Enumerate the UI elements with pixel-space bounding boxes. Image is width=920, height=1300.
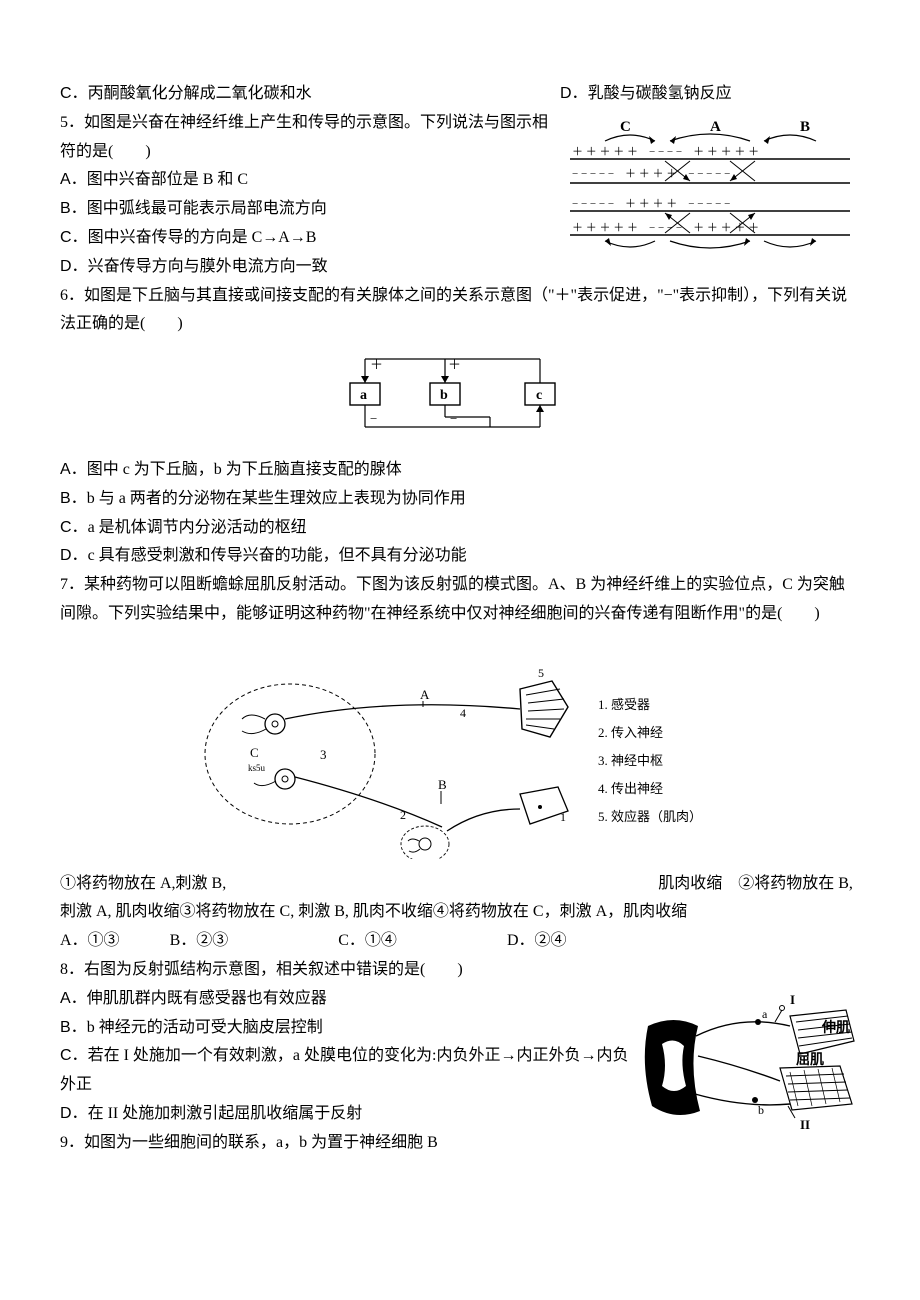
- opt-letter: C．: [60, 85, 88, 102]
- opt-text: b 神经元的活动可受大脑皮层控制: [87, 1019, 323, 1036]
- q5-diagram: C A B ＋ ＋ ＋ ＋ ＋ − − − − ＋ ＋ ＋ ＋ ＋ − − − …: [560, 115, 860, 266]
- opt-letter: C．: [60, 519, 88, 536]
- opt-letter: A．: [60, 171, 87, 188]
- opt-text: 图中弧线最可能表示局部电流方向: [87, 200, 327, 217]
- q9-stem: 9．如图为一些细胞间的联系，a，b 为置于神经细胞 B: [60, 1129, 634, 1158]
- label-I: I: [790, 992, 795, 1007]
- q7-statements: ①将药物放在 A,刺激 B, 肌肉收缩 ②将药物放在 B, 刺激 A, 肌肉收缩…: [60, 870, 860, 928]
- opt-text: 若在 I 处施加一个有效刺激，a 处膜电位的变化为:内负外正→内正外负→内负外正: [60, 1047, 628, 1093]
- q6-opt-b: B．b 与 a 两者的分泌物在某些生理效应上表现为协同作用: [60, 485, 860, 514]
- q8-opt-d: D．在 II 处施加刺激引起屈肌收缩属于反射: [60, 1100, 634, 1129]
- legend-1: 1. 感受器: [598, 697, 650, 712]
- q7-diagram: 3 C ks5u A 4 5 B 2 1 1. 感受器 2. 传入神经 3. 神…: [60, 659, 860, 870]
- q8-opt-c: C．若在 I 处施加一个有效刺激，a 处膜电位的变化为:内负外正→内正外负→内负…: [60, 1042, 634, 1100]
- q7-opt-d: D．②④: [507, 927, 567, 956]
- label-c: C: [250, 745, 259, 760]
- q4-opt-c: C．丙酮酸氧化分解成二氧化碳和水: [60, 80, 560, 109]
- opt-letter: D．: [60, 258, 88, 275]
- opt-letter: A．: [60, 461, 87, 478]
- reflex-arc-svg: 3 C ks5u A 4 5 B 2 1 1. 感受器 2. 传入神经 3. 神…: [180, 659, 740, 859]
- q6-opt-c: C．a 是机体调节内分泌活动的枢纽: [60, 514, 860, 543]
- ext-label: 伸肌: [821, 1019, 850, 1036]
- opt-letter: C．: [60, 1047, 88, 1064]
- opt-text: 图中兴奋传导的方向是 C→A→B: [88, 229, 317, 246]
- label-b: B: [438, 777, 447, 792]
- nerve-fiber-diagram-svg: C A B ＋ ＋ ＋ ＋ ＋ − − − − ＋ ＋ ＋ ＋ ＋ − − − …: [560, 115, 860, 255]
- label-a: A: [420, 687, 430, 702]
- opt-text: 丙酮酸氧化分解成二氧化碳和水: [88, 85, 312, 102]
- q8-opt-b: B．b 神经元的活动可受大脑皮层控制: [60, 1014, 634, 1043]
- opt-text: 兴奋传导方向与膜外电流方向一致: [88, 258, 328, 275]
- q5-opt-c: C．图中兴奋传导的方向是 C→A→B: [60, 224, 550, 253]
- flex-label: 屈肌: [796, 1052, 824, 1068]
- opt-text: 图中兴奋部位是 B 和 C: [87, 171, 248, 188]
- opt-text: c 具有感受刺激和传导兴奋的功能，但不具有分泌功能: [88, 547, 467, 564]
- legend-5: 5. 效应器（肌肉）: [598, 809, 702, 824]
- num-5: 5: [538, 666, 544, 680]
- label-a: a: [762, 1007, 768, 1021]
- minus-ac: −: [370, 411, 377, 426]
- opt-letter: B．: [60, 490, 87, 507]
- spinal-reflex-svg: a b I II 伸肌: [640, 986, 860, 1136]
- opt-letter: B．: [60, 200, 87, 217]
- q5-opt-b: B．图中弧线最可能表示局部电流方向: [60, 195, 550, 224]
- legend-4: 4. 传出神经: [598, 781, 663, 796]
- q5-stem: 5．如图是兴奋在神经纤维上产生和传导的示意图。下列说法与图示相符的是( ): [60, 109, 550, 167]
- q5-opt-a: A．图中兴奋部位是 B 和 C: [60, 166, 550, 195]
- num-4: 4: [460, 706, 466, 720]
- opt-text: 图中 c 为下丘脑，b 为下丘脑直接支配的腺体: [87, 461, 402, 478]
- q8-block: 8．右图为反射弧结构示意图，相关叙述中错误的是( ) A．伸肌肌群内既有感受器也…: [60, 956, 860, 1158]
- q4-opt-d: D．乳酸与碳酸氢钠反应: [560, 80, 860, 109]
- label-b: b: [758, 1103, 764, 1117]
- hypothalamus-diagram-svg: a b c ＋ ＋ − −: [330, 347, 590, 437]
- opt-letter: D．: [560, 85, 588, 102]
- num-3: 3: [320, 747, 327, 762]
- opt-text: 乳酸与碳酸氢钠反应: [588, 85, 732, 102]
- opt-letter: D．: [60, 547, 88, 564]
- q8-opt-a: A．伸肌肌群内既有感受器也有效应器: [60, 985, 634, 1014]
- num-2: 2: [400, 808, 406, 822]
- q5-opt-d: D．兴奋传导方向与膜外电流方向一致: [60, 253, 550, 282]
- q7-options: A．①③ B．②③ C．①④ D．②④: [60, 927, 860, 956]
- q7-opt-b: B．②③: [170, 927, 229, 956]
- label-c: C: [620, 119, 631, 135]
- box-b: b: [440, 388, 448, 403]
- box-c: c: [536, 388, 542, 403]
- q8-diagram: a b I II 伸肌: [640, 986, 860, 1147]
- label-II: II: [800, 1117, 810, 1132]
- q6-opt-d: D．c 具有感受刺激和传导兴奋的功能，但不具有分泌功能: [60, 542, 860, 571]
- opt-letter: A．: [60, 990, 87, 1007]
- opt-text: a 是机体调节内分泌活动的枢纽: [88, 519, 307, 536]
- legend-3: 3. 神经中枢: [598, 753, 663, 768]
- minus-bc: −: [450, 411, 457, 426]
- q7-opt-c: C．①④: [338, 927, 397, 956]
- q6-stem: 6．如图是下丘脑与其直接或间接支配的有关腺体之间的关系示意图（"＋"表示促进，"…: [60, 282, 860, 340]
- q6-diagram: a b c ＋ ＋ − −: [330, 347, 590, 448]
- row2-in: − − − − − ＋ ＋ ＋ ＋ − − − − −: [572, 198, 730, 210]
- q6-opt-a: A．图中 c 为下丘脑，b 为下丘脑直接支配的腺体: [60, 456, 860, 485]
- opt-text: b 与 a 两者的分泌物在某些生理效应上表现为协同作用: [87, 490, 466, 507]
- opt-text: 在 II 处施加刺激引起屈肌收缩属于反射: [88, 1105, 363, 1122]
- label-b: B: [800, 119, 810, 135]
- opt-letter: C．: [60, 229, 88, 246]
- ks5u: ks5u: [248, 763, 266, 773]
- label-a: A: [710, 119, 721, 135]
- row1-out: ＋ ＋ ＋ ＋ ＋ − − − − ＋ ＋ ＋ ＋ ＋: [572, 146, 759, 158]
- box-a: a: [360, 388, 367, 403]
- q7-stem: 7．某种药物可以阻断蟾蜍屈肌反射活动。下图为该反射弧的模式图。A、B 为神经纤维…: [60, 571, 860, 629]
- plus-ab: ＋: [370, 357, 383, 372]
- num-1: 1: [560, 810, 566, 824]
- opt-letter: D．: [60, 1105, 88, 1122]
- q5-text: 5．如图是兴奋在神经纤维上产生和传导的示意图。下列说法与图示相符的是( ) A．…: [60, 109, 560, 282]
- q7-opt-a: A．①③: [60, 927, 120, 956]
- opt-letter: B．: [60, 1019, 87, 1036]
- flexor-muscle-icon: [780, 1066, 852, 1110]
- q8-text: 8．右图为反射弧结构示意图，相关叙述中错误的是( ) A．伸肌肌群内既有感受器也…: [60, 956, 640, 1158]
- q4-options: C．丙酮酸氧化分解成二氧化碳和水 D．乳酸与碳酸氢钠反应: [60, 80, 860, 109]
- opt-text: 伸肌肌群内既有感受器也有效应器: [87, 990, 327, 1007]
- q8-stem: 8．右图为反射弧结构示意图，相关叙述中错误的是( ): [60, 956, 634, 985]
- row1-in: − − − − − ＋ ＋ ＋ ＋ − − − − −: [572, 168, 730, 180]
- legend-2: 2. 传入神经: [598, 725, 663, 740]
- q5-block: 5．如图是兴奋在神经纤维上产生和传导的示意图。下列说法与图示相符的是( ) A．…: [60, 109, 860, 282]
